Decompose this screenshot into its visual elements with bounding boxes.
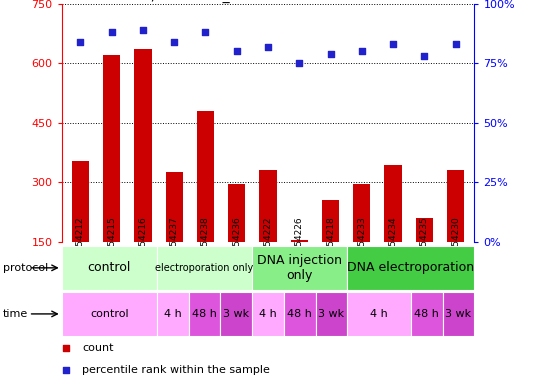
Bar bbox=[411, 292, 443, 336]
Bar bbox=[228, 184, 245, 242]
Bar bbox=[259, 170, 277, 242]
Bar bbox=[322, 200, 339, 242]
Point bbox=[233, 48, 241, 55]
Point bbox=[358, 48, 366, 55]
Bar bbox=[347, 246, 474, 290]
Bar bbox=[157, 246, 252, 290]
Text: 48 h: 48 h bbox=[192, 309, 217, 319]
Point bbox=[301, 260, 310, 266]
Bar bbox=[353, 184, 370, 242]
Text: 3 wk: 3 wk bbox=[318, 309, 345, 319]
Bar bbox=[443, 292, 474, 336]
Text: 48 h: 48 h bbox=[287, 309, 312, 319]
Bar bbox=[197, 111, 214, 242]
Bar bbox=[447, 170, 464, 242]
Point bbox=[295, 60, 303, 66]
Text: electroporation only: electroporation only bbox=[155, 263, 254, 273]
Text: GSM154226: GSM154226 bbox=[295, 217, 304, 271]
Text: GSM154218: GSM154218 bbox=[326, 217, 335, 271]
Text: control: control bbox=[90, 309, 129, 319]
Text: GSM154222: GSM154222 bbox=[264, 217, 272, 271]
Text: count: count bbox=[83, 343, 114, 354]
Text: GSM154236: GSM154236 bbox=[232, 217, 241, 271]
Bar bbox=[135, 50, 152, 242]
Bar bbox=[62, 246, 157, 290]
Point bbox=[107, 29, 116, 35]
Text: GSM154216: GSM154216 bbox=[138, 217, 147, 271]
Point bbox=[76, 39, 85, 45]
Bar bbox=[347, 292, 411, 336]
Text: control: control bbox=[87, 262, 131, 274]
Text: protocol: protocol bbox=[3, 263, 48, 273]
Bar bbox=[189, 292, 220, 336]
Bar bbox=[284, 292, 316, 336]
Text: GSM154235: GSM154235 bbox=[420, 217, 429, 271]
Bar bbox=[103, 55, 120, 242]
Bar bbox=[252, 292, 284, 336]
Text: time: time bbox=[3, 309, 28, 319]
Point bbox=[301, 68, 310, 74]
Text: GSM154230: GSM154230 bbox=[451, 217, 460, 271]
Text: DNA electroporation: DNA electroporation bbox=[347, 262, 474, 274]
Bar bbox=[166, 172, 183, 242]
Bar bbox=[252, 246, 347, 290]
Text: GSM154233: GSM154233 bbox=[358, 217, 366, 271]
Point bbox=[139, 27, 147, 33]
Point bbox=[389, 41, 397, 47]
Text: 4 h: 4 h bbox=[259, 309, 277, 319]
Bar bbox=[62, 292, 157, 336]
Text: GDS2840 / 1426696_at: GDS2840 / 1426696_at bbox=[83, 0, 244, 3]
Text: 4 h: 4 h bbox=[164, 309, 182, 319]
Point bbox=[201, 29, 210, 35]
Bar bbox=[72, 161, 89, 242]
Text: 3 wk: 3 wk bbox=[445, 309, 472, 319]
Point bbox=[451, 41, 460, 47]
Bar bbox=[157, 292, 189, 336]
Point bbox=[326, 51, 335, 57]
Text: percentile rank within the sample: percentile rank within the sample bbox=[83, 364, 270, 375]
Bar bbox=[384, 165, 401, 242]
Text: GSM154212: GSM154212 bbox=[76, 217, 85, 271]
Bar bbox=[316, 292, 347, 336]
Text: GSM154238: GSM154238 bbox=[201, 217, 210, 271]
Bar bbox=[291, 240, 308, 242]
Point bbox=[264, 44, 272, 50]
Text: 4 h: 4 h bbox=[370, 309, 388, 319]
Text: GSM154215: GSM154215 bbox=[107, 217, 116, 271]
Text: 3 wk: 3 wk bbox=[223, 309, 249, 319]
Point bbox=[170, 39, 178, 45]
Text: GSM154237: GSM154237 bbox=[170, 217, 178, 271]
Bar bbox=[416, 218, 433, 242]
Text: DNA injection
only: DNA injection only bbox=[257, 254, 343, 282]
Text: GSM154234: GSM154234 bbox=[389, 217, 398, 271]
Text: 48 h: 48 h bbox=[414, 309, 439, 319]
Point bbox=[420, 53, 429, 59]
Bar bbox=[220, 292, 252, 336]
